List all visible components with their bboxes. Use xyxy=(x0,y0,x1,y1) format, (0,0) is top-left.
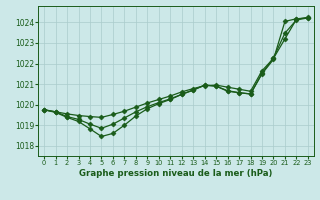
X-axis label: Graphe pression niveau de la mer (hPa): Graphe pression niveau de la mer (hPa) xyxy=(79,169,273,178)
